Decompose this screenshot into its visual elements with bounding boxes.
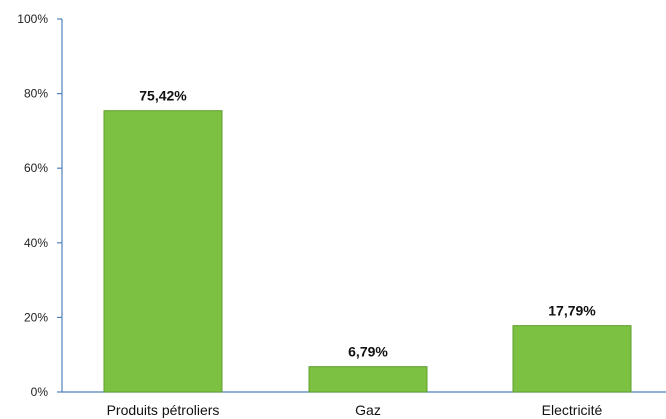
y-tick-label: 100% [17, 12, 48, 26]
bar [103, 110, 223, 393]
bars [103, 110, 632, 393]
y-tick-label: 20% [24, 310, 48, 324]
y-tick-label: 0% [31, 385, 49, 399]
category-label: Electricité [542, 402, 603, 418]
y-tick-label: 40% [24, 236, 48, 250]
labels: 75,42% Produits pétroliers 6,79% Gaz 17,79% E… [107, 88, 603, 418]
y-axis: 0% 20% 40% 60% 80% 100% [17, 12, 63, 399]
bar [512, 325, 632, 393]
y-tick-label: 80% [24, 87, 48, 101]
data-label: 17,79% [548, 303, 596, 319]
data-label: 75,42% [139, 88, 187, 104]
y-tick-label: 60% [24, 161, 48, 175]
bar [308, 366, 428, 393]
category-label: Produits pétroliers [107, 402, 220, 418]
data-label: 6,79% [348, 344, 388, 360]
category-label: Gaz [355, 402, 381, 418]
